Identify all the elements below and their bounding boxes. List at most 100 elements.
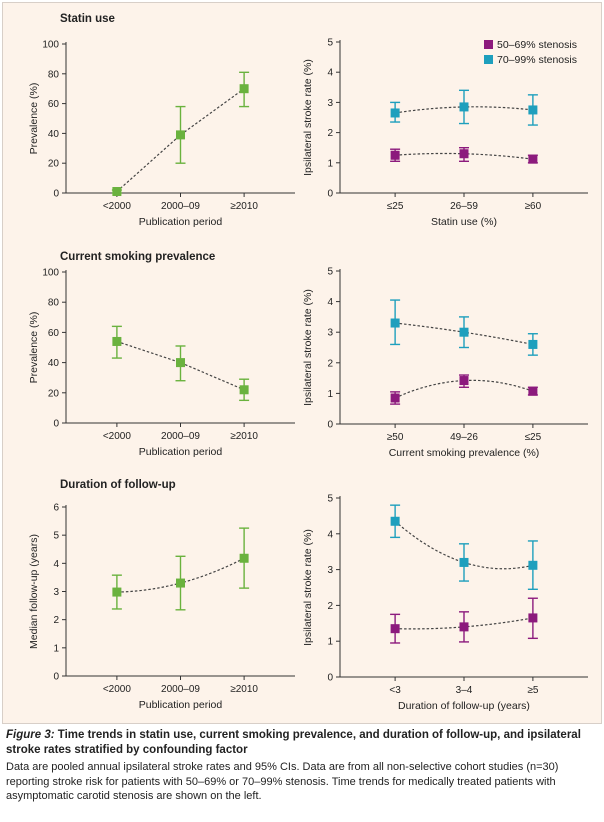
x-axis-label: Current smoking prevalence (%) [389, 447, 540, 459]
y-axis-label: Prevalence (%) [28, 83, 40, 155]
y-tick-label: 5 [327, 267, 333, 278]
y-axis-label: Prevalence (%) [28, 312, 40, 384]
y-tick-label: 40 [48, 358, 60, 369]
y-axis-label: Ipsilateral stroke rate (%) [302, 59, 314, 176]
data-point [528, 105, 538, 115]
trend-line [394, 520, 534, 570]
x-tick-label: 2000–09 [161, 684, 200, 695]
data-point [390, 393, 400, 403]
y-tick-label: 0 [53, 189, 59, 200]
data-point [176, 358, 185, 368]
x-tick-label: 3–4 [456, 685, 473, 696]
caption-title-line: Figure 3: Time trends in statin use, cur… [6, 728, 598, 758]
data-point [176, 578, 185, 588]
y-tick-label: 1 [53, 643, 59, 654]
x-tick-label: <2000 [103, 684, 132, 695]
x-tick-label: ≥2010 [230, 201, 258, 212]
x-tick-label: ≥2010 [230, 684, 258, 695]
data-point [459, 376, 469, 386]
x-tick-label: <3 [389, 685, 401, 696]
legend: 50–69% stenosis 70–99% stenosis [484, 39, 577, 66]
x-tick-label: <2000 [103, 201, 132, 212]
data-point [112, 587, 122, 597]
y-tick-label: 100 [42, 268, 59, 279]
caption-body: Data are pooled annual ipsilateral strok… [6, 761, 559, 802]
x-axis-label: Duration of follow-up (years) [398, 700, 530, 712]
y-tick-label: 4 [327, 297, 333, 308]
x-tick-label: ≥60 [525, 201, 542, 212]
x-tick-label: ≥2010 [230, 431, 258, 442]
data-point [390, 516, 400, 526]
chart-followup-stroke: 0 1 2 3 4 5 <3 3–4 ≥5 Duration of follow-up (year… [302, 494, 588, 712]
legend-label: 70–99% stenosis [497, 54, 577, 66]
y-tick-label: 100 [42, 40, 59, 51]
data-point [239, 84, 249, 94]
y-tick-label: 2 [327, 358, 333, 369]
data-point [459, 622, 469, 632]
y-tick-label: 4 [327, 68, 333, 79]
chart-title: Statin use [60, 13, 115, 25]
data-point [112, 336, 122, 346]
y-tick-label: 40 [48, 129, 60, 140]
legend-swatch [484, 55, 493, 64]
data-point [390, 108, 400, 118]
trend-line [116, 88, 245, 192]
data-point [528, 386, 538, 396]
y-tick-label: 0 [327, 189, 333, 200]
data-point [239, 385, 249, 395]
x-axis-label: Publication period [139, 446, 223, 458]
y-tick-label: 4 [327, 529, 333, 540]
y-tick-label: 1 [327, 158, 333, 169]
y-axis-label: Ipsilateral stroke rate (%) [302, 289, 314, 406]
data-point [528, 613, 538, 623]
chart-title: Current smoking prevalence [60, 251, 215, 263]
x-tick-label: ≤25 [387, 201, 404, 212]
caption-title: Time trends in statin use, current smoki… [6, 729, 581, 756]
y-tick-label: 60 [48, 99, 60, 110]
x-axis-label: Publication period [139, 699, 223, 711]
legend-swatch [484, 40, 493, 49]
data-point [528, 560, 538, 570]
x-axis-label: Statin use (%) [431, 216, 497, 228]
trend-line [116, 340, 245, 391]
y-tick-label: 60 [48, 328, 60, 339]
y-tick-label: 0 [53, 672, 59, 683]
chart-followup-duration: Duration of follow-up 0 1 2 3 4 5 6 <2000 2000–09… [28, 479, 295, 711]
x-axis-label: Publication period [139, 216, 223, 228]
chart-statin-prevalence: Statin use 0 20 40 60 80 100 <2000 2000–09 ≥2010 P… [28, 13, 295, 228]
x-tick-label: 2000–09 [161, 201, 200, 212]
y-tick-label: 6 [53, 503, 59, 514]
x-tick-label: 49–26 [450, 432, 478, 443]
y-tick-label: 0 [327, 420, 333, 431]
data-point [528, 339, 538, 349]
data-point [176, 130, 185, 140]
figure-panel [2, 2, 602, 724]
data-point [459, 557, 469, 567]
data-point [390, 318, 400, 328]
x-tick-label: ≥5 [527, 685, 538, 696]
x-tick-label: ≥50 [387, 432, 404, 443]
data-point [390, 624, 400, 634]
chart-statin-stroke: 0 1 2 3 4 5 ≤25 26–59 ≥60 Statin use (%) Ipsilater… [302, 38, 588, 228]
x-tick-label: <2000 [103, 431, 132, 442]
y-tick-label: 2 [327, 128, 333, 139]
y-tick-label: 2 [53, 615, 59, 626]
data-point [459, 327, 469, 337]
y-axis-label: Ipsilateral stroke rate (%) [302, 529, 314, 646]
y-tick-label: 3 [327, 328, 333, 339]
y-tick-label: 3 [53, 587, 59, 598]
chart-smoking-stroke: 0 1 2 3 4 5 ≥50 49–26 ≤25 Current smoking prevale… [302, 267, 588, 459]
data-point [459, 149, 469, 159]
legend-label: 50–69% stenosis [497, 39, 577, 51]
y-tick-label: 0 [327, 673, 333, 684]
y-tick-label: 2 [327, 601, 333, 612]
y-tick-label: 80 [48, 298, 60, 309]
y-tick-label: 20 [48, 388, 60, 399]
y-tick-label: 0 [53, 419, 59, 430]
y-tick-label: 5 [327, 494, 333, 505]
x-tick-label: ≤25 [525, 432, 542, 443]
y-axis-label: Median follow-up (years) [28, 534, 40, 649]
figure-caption: Figure 3: Time trends in statin use, cur… [6, 728, 598, 804]
y-tick-label: 1 [327, 637, 333, 648]
